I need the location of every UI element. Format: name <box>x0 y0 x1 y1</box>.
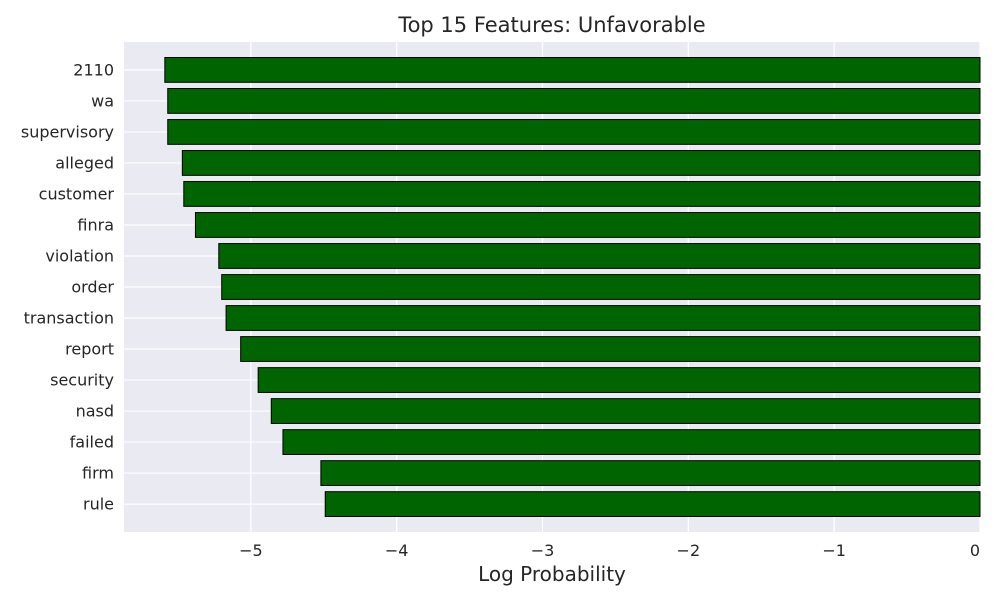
y-tick-label: supervisory <box>21 122 114 141</box>
bar-failed <box>282 429 981 455</box>
bar-supervisory <box>167 119 981 145</box>
bar-nasd <box>270 398 981 424</box>
y-tick-label: wa <box>91 91 114 110</box>
bar-2110 <box>164 57 981 83</box>
y-tick-label: firm <box>82 464 114 483</box>
y-tick-label: customer <box>39 184 115 203</box>
bar-alleged <box>181 150 981 176</box>
y-tick-labels: 2110 wa supervisory alleged customer finra vio… <box>21 60 115 513</box>
y-tick-label: 2110 <box>73 60 114 79</box>
x-tick-labels: −5 −4 −3 −2 −1 0 <box>239 541 980 560</box>
x-tick-label: −4 <box>385 541 409 560</box>
bar-violation <box>218 243 981 269</box>
bars <box>164 57 981 517</box>
y-tick-label: finra <box>77 215 114 234</box>
x-tick-label: −2 <box>677 541 701 560</box>
bar-finra <box>194 212 981 238</box>
bar-report <box>240 336 981 362</box>
y-tick-label: alleged <box>55 153 114 172</box>
bar-order <box>221 274 981 300</box>
x-axis-label: Log Probability <box>478 562 626 586</box>
bar-wa <box>167 88 981 114</box>
y-tick-label: transaction <box>24 309 114 328</box>
bar-firm <box>320 460 981 486</box>
y-tick-label: failed <box>70 433 114 452</box>
y-tick-label: security <box>50 371 114 390</box>
bar-customer <box>183 181 981 207</box>
bar-transaction <box>225 305 981 331</box>
bar-security <box>257 367 981 393</box>
x-tick-label: −3 <box>531 541 555 560</box>
x-tick-label: −5 <box>239 541 263 560</box>
x-tick-label: −1 <box>822 541 846 560</box>
y-tick-label: violation <box>45 246 114 265</box>
x-tick-label: 0 <box>970 541 980 560</box>
bar-rule <box>324 491 981 517</box>
y-tick-label: nasd <box>76 402 114 421</box>
y-tick-label: order <box>71 278 114 297</box>
y-tick-label: rule <box>83 495 114 514</box>
y-tick-label: report <box>65 340 114 359</box>
chart-title: Top 15 Features: Unfavorable <box>397 13 705 37</box>
